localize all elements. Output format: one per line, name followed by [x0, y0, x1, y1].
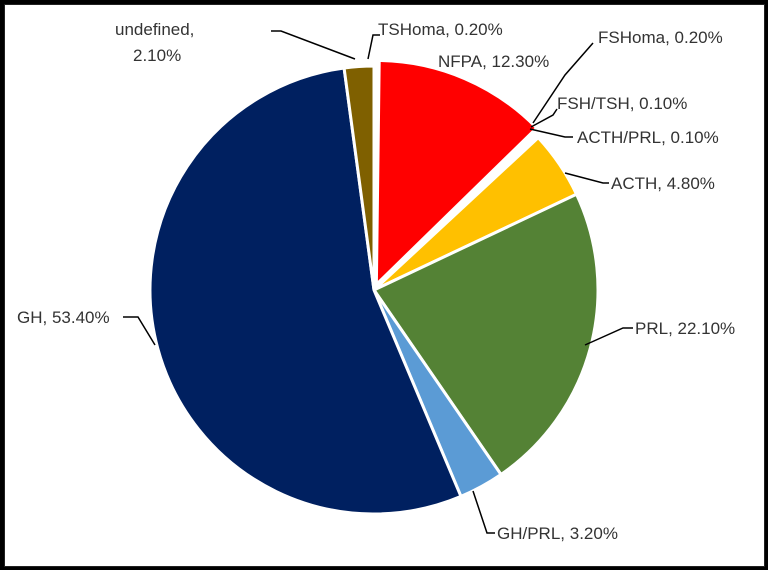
- label-acth: ACTH, 4.80%: [611, 174, 715, 193]
- leader-gh: [123, 316, 156, 346]
- label-gh-prl: GH/PRL, 3.20%: [497, 524, 618, 543]
- leader-lines: [123, 30, 633, 534]
- slice-labels: TSHoma, 0.20% NFPA, 12.30% FSHoma, 0.20%…: [17, 20, 735, 543]
- slice-gh: [148, 66, 463, 516]
- leader-fsh-tsh: [530, 108, 558, 128]
- leader-fshoma: [532, 42, 594, 124]
- leader-prl: [584, 327, 633, 346]
- slice-nfpa: [374, 58, 539, 289]
- leader-gh-prl: [472, 490, 495, 534]
- slice-undefined: [342, 64, 376, 291]
- label-undefined-line1: undefined,: [115, 20, 194, 39]
- pie-slices: [148, 58, 600, 516]
- label-tshoma: TSHoma, 0.20%: [378, 20, 503, 39]
- slice-prl: [371, 192, 600, 477]
- leader-acth-prl: [529, 128, 573, 138]
- label-acth-prl: ACTH/PRL, 0.10%: [577, 128, 719, 147]
- label-prl: PRL, 22.10%: [635, 319, 735, 338]
- label-fsh-tsh: FSH/TSH, 0.10%: [557, 94, 687, 113]
- label-nfpa: NFPA, 12.30%: [438, 52, 549, 71]
- leader-acth: [564, 172, 609, 184]
- leader-tshoma: [367, 34, 380, 60]
- label-gh: GH, 53.40%: [17, 308, 110, 327]
- pie-chart: TSHoma, 0.20% NFPA, 12.30% FSHoma, 0.20%…: [17, 20, 735, 543]
- label-undefined-line2: 2.10%: [133, 46, 181, 65]
- leader-undefined: [271, 30, 356, 60]
- chart-frame: TSHoma, 0.20% NFPA, 12.30% FSHoma, 0.20%…: [4, 4, 765, 567]
- label-fshoma: FSHoma, 0.20%: [598, 28, 723, 47]
